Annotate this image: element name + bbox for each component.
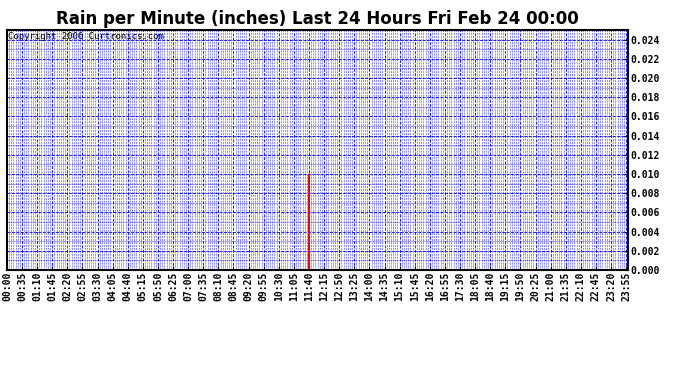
Title: Rain per Minute (inches) Last 24 Hours Fri Feb 24 00:00: Rain per Minute (inches) Last 24 Hours F… [56, 10, 579, 28]
Text: Copyright 2006 Curtronics.com: Copyright 2006 Curtronics.com [8, 32, 164, 41]
